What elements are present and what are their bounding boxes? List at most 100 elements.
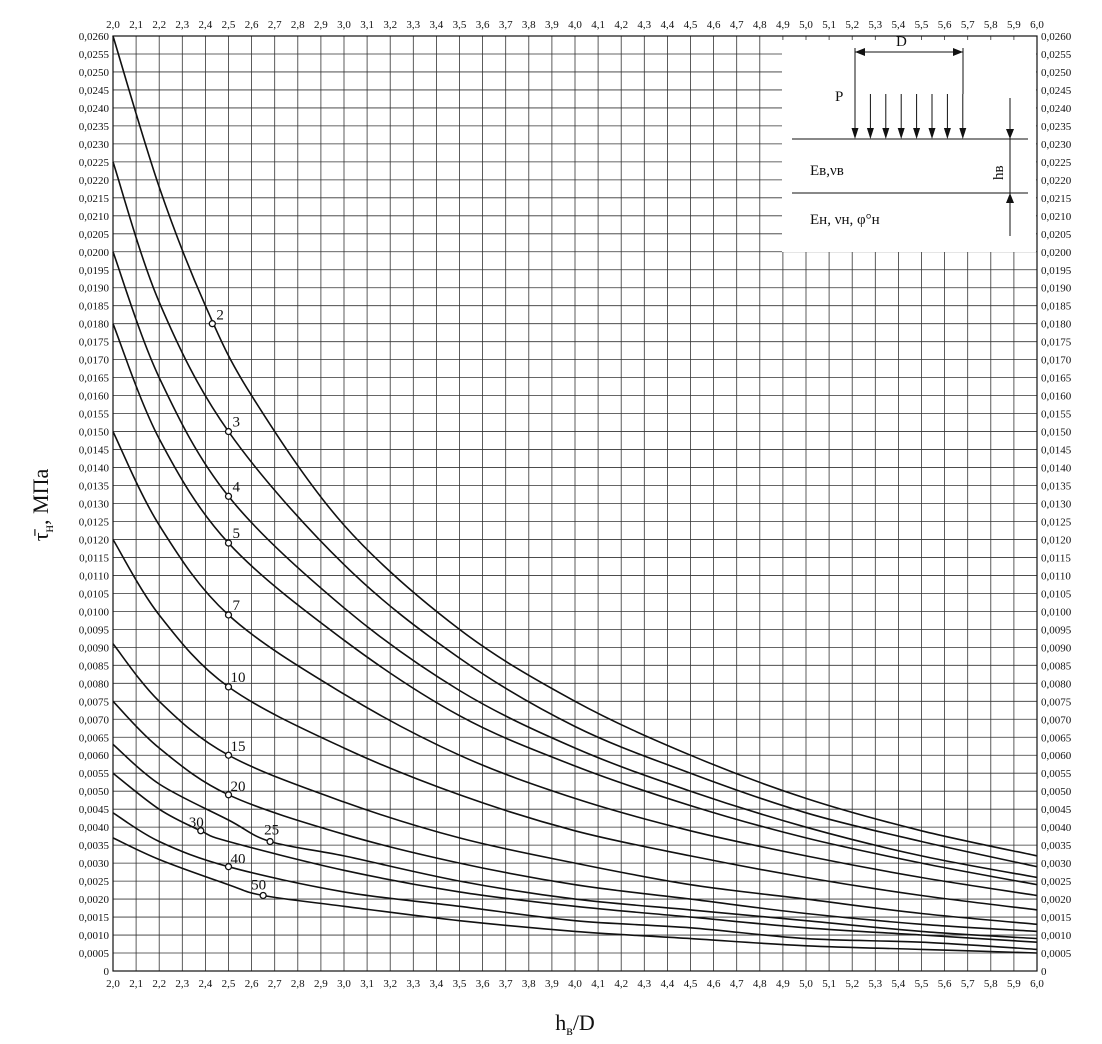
curve-20 bbox=[112, 700, 1038, 933]
y-tick-label-right: 0,0145 bbox=[1041, 445, 1072, 457]
y-tick-label-left: 0,0060 bbox=[79, 750, 110, 762]
y-tick-label-left: 0,0095 bbox=[79, 624, 110, 636]
x-axis-title: hв/D bbox=[555, 1010, 595, 1039]
y-tick-label-right: 0,0260 bbox=[1041, 31, 1072, 43]
y-tick-label-right: 0,0200 bbox=[1041, 247, 1072, 259]
x-tick-label-bottom: 4,7 bbox=[730, 978, 744, 990]
curve-marker-3 bbox=[224, 427, 233, 436]
y-tick-label-left: 0,0240 bbox=[79, 103, 110, 115]
curve-marker-30 bbox=[197, 827, 205, 835]
y-tick-label-left: 0,0040 bbox=[79, 822, 110, 834]
x-tick-label-bottom: 3,6 bbox=[476, 978, 490, 990]
y-tick-label-left: 0,0090 bbox=[79, 642, 110, 654]
x-tick-label-top: 2,3 bbox=[175, 19, 189, 31]
load-arrow-head bbox=[866, 128, 874, 139]
y-tick-label-right: 0,0075 bbox=[1041, 696, 1072, 708]
x-tick-label-bottom: 4,2 bbox=[614, 978, 628, 990]
y-tick-label-left: 0,0010 bbox=[79, 930, 110, 942]
y-tick-label-right: 0,0195 bbox=[1041, 265, 1072, 277]
x-tick-label-bottom: 5,8 bbox=[984, 978, 998, 990]
y-tick-label-right: 0,0100 bbox=[1041, 606, 1072, 618]
y-tick-label-left: 0,0150 bbox=[79, 427, 110, 439]
x-tick-label-bottom: 2,0 bbox=[106, 978, 120, 990]
curve-markers bbox=[197, 320, 274, 900]
x-tick-label-top: 3,5 bbox=[453, 19, 467, 31]
x-tick-label-bottom: 5,0 bbox=[799, 978, 813, 990]
curve-3 bbox=[112, 161, 1038, 868]
y-tick-label-right: 0,0085 bbox=[1041, 660, 1072, 672]
curve-25 bbox=[112, 743, 1038, 940]
y-tick-label-right: 0,0130 bbox=[1041, 499, 1072, 511]
x-tick-label-top: 6,0 bbox=[1030, 19, 1044, 31]
y-tick-label-left: 0,0210 bbox=[79, 211, 110, 223]
y-tick-label-left: 0,0080 bbox=[79, 678, 110, 690]
x-tick-label-top: 5,8 bbox=[984, 19, 998, 31]
x-tick-label-bottom: 2,1 bbox=[129, 978, 143, 990]
y-tick-label-left: 0,0155 bbox=[79, 409, 110, 421]
x-tick-label-top: 5,0 bbox=[799, 19, 813, 31]
y-tick-label-right: 0 bbox=[1041, 966, 1047, 978]
y-tick-label-right: 0,0115 bbox=[1041, 552, 1071, 564]
y-tick-label-right: 0,0255 bbox=[1041, 49, 1072, 61]
x-tick-label-bottom: 4,5 bbox=[684, 978, 698, 990]
y-tick-label-right: 0,0005 bbox=[1041, 948, 1072, 960]
y-tick-label-left: 0,0190 bbox=[79, 283, 110, 295]
load-arrow-head bbox=[959, 128, 967, 139]
y-tick-label-right: 0,0135 bbox=[1041, 481, 1072, 493]
x-tick-label-top: 2,6 bbox=[245, 19, 259, 31]
y-tick-label-left: 0,0015 bbox=[79, 912, 110, 924]
x-tick-label-top: 2,8 bbox=[291, 19, 305, 31]
x-tick-label-bottom: 3,4 bbox=[430, 978, 444, 990]
curve-50 bbox=[112, 837, 1038, 954]
y-tick-label-right: 0,0015 bbox=[1041, 912, 1072, 924]
inset-lower-layer-label: Eн, νн, φ°н bbox=[810, 212, 880, 228]
y-tick-label-left: 0,0085 bbox=[79, 660, 110, 672]
y-tick-label-left: 0,0185 bbox=[79, 301, 110, 313]
curve-label-20: 20 bbox=[231, 779, 246, 795]
x-tick-label-bottom: 4,9 bbox=[776, 978, 790, 990]
x-tick-label-bottom: 6,0 bbox=[1030, 978, 1044, 990]
y-tick-label-right: 0,0060 bbox=[1041, 750, 1072, 762]
x-axis-title-main: h bbox=[555, 1010, 566, 1035]
y-tick-labels-right: 0 0,0005 0,0010 0,0015 0,0020 0,0025 0,0030 0,0… bbox=[1041, 31, 1072, 978]
curve-2 bbox=[112, 35, 1038, 857]
y-tick-label-right: 0,0110 bbox=[1041, 570, 1071, 582]
x-axis-title-rest: /D bbox=[573, 1010, 595, 1035]
curve-marker-20 bbox=[224, 791, 233, 799]
y-tick-label-right: 0,0080 bbox=[1041, 678, 1072, 690]
curve-10 bbox=[112, 539, 1038, 911]
y-tick-label-right: 0,0095 bbox=[1041, 624, 1072, 636]
y-tick-label-right: 0,0140 bbox=[1041, 463, 1072, 475]
x-tick-label-top: 4,2 bbox=[614, 19, 628, 31]
y-tick-label-right: 0,0205 bbox=[1041, 229, 1072, 241]
y-tick-label-right: 0,0025 bbox=[1041, 876, 1072, 888]
y-tick-label-right: 0,0170 bbox=[1041, 355, 1072, 367]
x-tick-label-top: 2,2 bbox=[152, 19, 166, 31]
curves bbox=[112, 35, 1038, 954]
y-tick-label-right: 0,0045 bbox=[1041, 804, 1072, 816]
x-tick-label-top: 5,6 bbox=[938, 19, 952, 31]
x-tick-label-top: 3,1 bbox=[360, 19, 374, 31]
x-tick-label-top: 2,7 bbox=[268, 19, 282, 31]
inset-diagram: P D Eв,νв Eн, νн, φ°н hв bbox=[782, 34, 1036, 252]
y-tick-label-left: 0,0005 bbox=[79, 948, 110, 960]
curve-marker-50 bbox=[259, 891, 267, 900]
x-tick-label-top: 5,4 bbox=[892, 19, 906, 31]
curve-15 bbox=[112, 643, 1038, 926]
y-tick-label-right: 0,0225 bbox=[1041, 157, 1072, 169]
curve-labels: 2 3 4 5 7 10 15 20 25 30 40 50 bbox=[189, 308, 279, 894]
y-tick-label-right: 0,0020 bbox=[1041, 894, 1072, 906]
curve-label-25: 25 bbox=[264, 823, 279, 839]
inset-diameter-label: D bbox=[896, 34, 907, 50]
curve-5 bbox=[112, 323, 1038, 886]
x-tick-label-top: 4,5 bbox=[684, 19, 698, 31]
x-tick-label-top: 3,6 bbox=[476, 19, 490, 31]
load-arrow-head bbox=[943, 128, 951, 139]
y-tick-label-left: 0,0145 bbox=[79, 445, 110, 457]
y-tick-label-left: 0,0075 bbox=[79, 696, 110, 708]
y-tick-label-right: 0,0220 bbox=[1041, 175, 1072, 187]
curve-marker-10 bbox=[224, 683, 233, 691]
y-tick-label-right: 0,0155 bbox=[1041, 409, 1072, 421]
y-tick-label-right: 0,0175 bbox=[1041, 337, 1072, 349]
